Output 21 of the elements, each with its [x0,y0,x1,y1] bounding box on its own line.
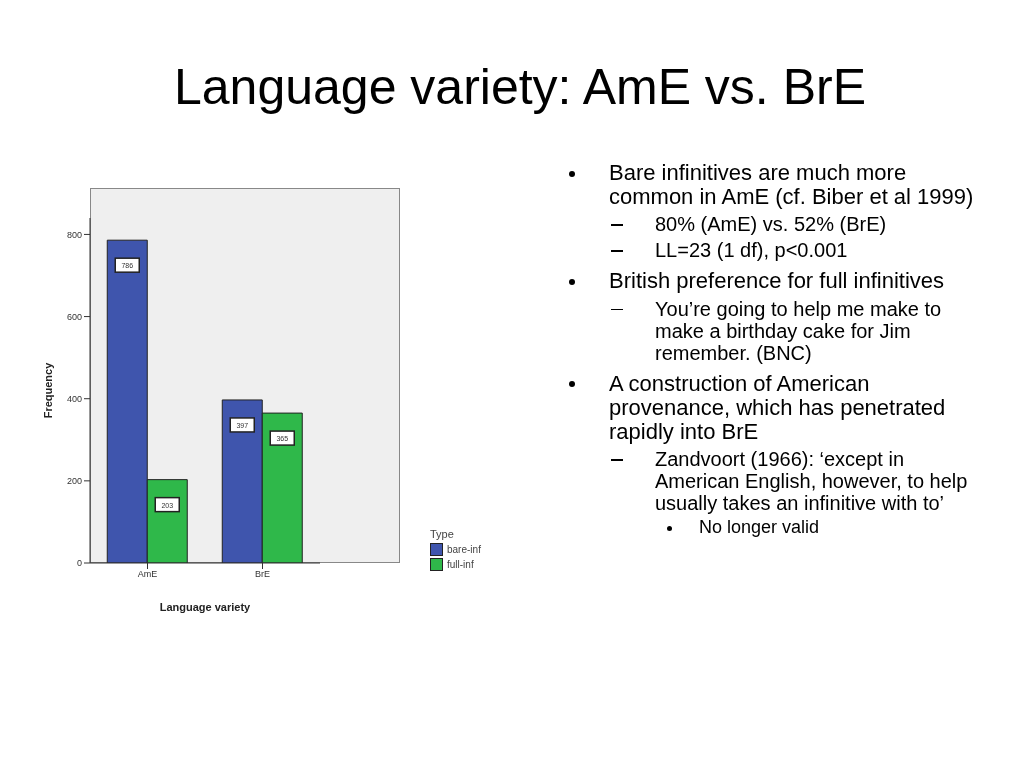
legend-label: bare-inf [447,544,481,555]
x-tick-label: AmE [137,569,158,580]
text: 80% (AmE) vs. 52% (BrE) [655,213,887,236]
y-tick-label: 600 [66,311,82,322]
text: No longer valid [699,517,820,538]
y-axis-title: Frequency [41,361,54,419]
text: LL=23 (1 df), p<0.001 [655,239,848,262]
y-tick-label: 800 [66,229,82,240]
text: You’re going to help me make to make a birthday cake for Jim remember. (BNC) [655,297,942,364]
legend-title: Type [430,528,455,540]
text: Language variety: AmE vs. BrE [173,58,867,116]
text: A construction of American provenance, which has penetrated rapidly into BrE [609,370,946,444]
text: British preference for full infinitives [609,268,945,294]
x-axis-title: Language variety [159,601,252,613]
x-tick-label: BrE [254,569,271,580]
text: Bare infinitives are much more common in AmE (cf. Biber et al 1999) [609,160,974,210]
y-tick-label: 400 [66,393,82,404]
y-tick-label: 0 [76,558,82,569]
y-tick-label: 200 [66,476,82,487]
text: Zandvoort (1966): ‘except in American English, however, to help usually takes an infinitive with to’ [655,448,968,515]
legend-label: full-inf [447,559,474,570]
